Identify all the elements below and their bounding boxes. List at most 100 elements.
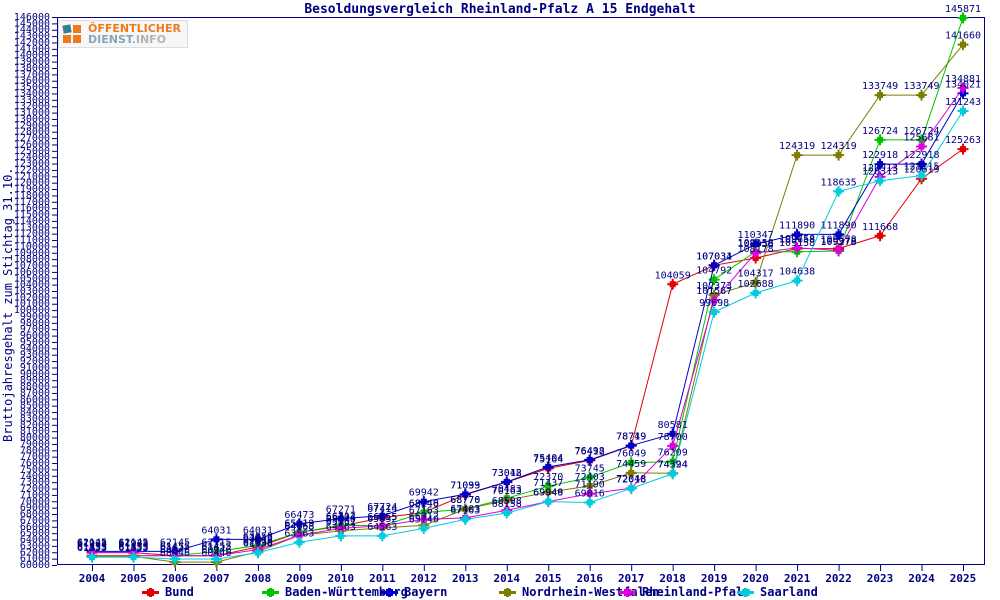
y-tick-label: 75000	[20, 464, 50, 475]
point-label: 62098	[243, 538, 273, 549]
point-label: 124319	[821, 141, 857, 152]
y-tick-label: 73000	[20, 477, 50, 488]
point-label: 75404	[533, 453, 563, 464]
series-Nordrhein-Westfalen	[86, 39, 969, 568]
y-tick-label: 115000	[14, 210, 50, 221]
data-point	[960, 14, 966, 21]
point-label: 66212	[326, 511, 356, 522]
y-tick-label: 143000	[14, 31, 50, 42]
x-tick-label: 2008	[245, 572, 272, 585]
y-tick-label: 83000	[20, 413, 50, 424]
data-point	[711, 297, 718, 304]
point-label: 74394	[658, 459, 688, 470]
site-logo[interactable]: ÖFFENTLICHER DIENST.INFO	[58, 20, 188, 48]
x-tick-label: 2013	[452, 572, 479, 585]
legend-marker-icon	[499, 586, 516, 599]
data-point	[586, 499, 593, 506]
point-label: 72048	[616, 474, 646, 485]
point-label: 109278	[821, 237, 857, 248]
y-tick-label: 80000	[20, 433, 50, 444]
logo-line2: DIENST.INFO	[88, 33, 167, 46]
point-label: 61933	[77, 539, 107, 550]
legend-marker-icon	[737, 586, 754, 599]
point-label: 62145	[160, 537, 190, 548]
data-point	[586, 474, 593, 481]
y-tick-label: 91000	[20, 362, 50, 373]
legend-marker-icon	[142, 586, 159, 599]
y-tick-label: 146000	[14, 12, 50, 23]
point-label: 61233	[118, 543, 148, 554]
point-label: 120913	[862, 163, 898, 174]
point-label: 122918	[862, 150, 898, 161]
y-tick-label: 78000	[20, 445, 50, 456]
data-point	[213, 555, 220, 562]
point-label: 133749	[903, 81, 939, 92]
legend-item-bund: Bund	[142, 585, 194, 599]
y-tick-label: 112000	[14, 229, 50, 240]
logo-line1: ÖFFENTLICHER	[88, 22, 181, 35]
point-label: 74324	[658, 460, 688, 471]
y-tick-label: 129000	[14, 120, 50, 131]
y-tick-label: 74000	[20, 471, 50, 482]
data-point	[130, 554, 137, 561]
x-tick-label: 2005	[120, 572, 147, 585]
point-labels: 61455 61455 61455 61455 62843 65113 66104 67414…	[77, 4, 981, 559]
point-label: 68598	[492, 496, 522, 507]
point-label: 102373	[696, 281, 732, 292]
y-axis: 6000061000620006300064000650006600067000…	[14, 12, 57, 571]
point-label: 67724	[367, 502, 397, 513]
point-label: 72370	[533, 472, 563, 483]
point-label: 109658	[779, 235, 815, 246]
point-label: 60446	[201, 548, 231, 559]
y-tick-label: 87000	[20, 388, 50, 399]
point-label: 78700	[658, 432, 688, 443]
point-label: 65119	[284, 518, 314, 529]
x-tick-label: 2006	[162, 572, 189, 585]
y-tick-label: 76000	[20, 458, 50, 469]
y-tick-label: 133000	[14, 95, 50, 106]
point-label: 62843	[243, 533, 273, 544]
y-tick-label: 135000	[14, 82, 50, 93]
y-tick-label: 138000	[14, 63, 50, 74]
point-label: 71099	[450, 480, 480, 491]
point-label: 69949	[533, 488, 563, 499]
data-point	[835, 188, 842, 195]
point-label: 78749	[616, 432, 646, 443]
point-label: 122918	[903, 150, 939, 161]
y-tick-label: 72000	[20, 484, 50, 495]
x-tick-label: 2023	[867, 572, 894, 585]
point-label: 76498	[575, 446, 605, 457]
point-label: 104638	[779, 267, 815, 278]
data-point	[711, 309, 718, 316]
series-Bund	[86, 143, 969, 562]
legend-item-rheinland-pfalz: Rheinland-Pfalz	[619, 585, 750, 599]
point-label: 73048	[492, 468, 522, 479]
y-tick-label: 99000	[20, 311, 50, 322]
point-label: 104317	[738, 269, 774, 280]
y-tick-label: 123000	[14, 159, 50, 170]
series-line	[92, 93, 964, 552]
y-tick-label: 142000	[14, 37, 50, 48]
x-tick-label: 2024	[908, 572, 935, 585]
series-line	[92, 148, 964, 557]
point-label: 126724	[862, 126, 898, 137]
y-tick-label: 121000	[14, 171, 50, 182]
point-label: 62115	[201, 538, 231, 549]
point-label: 68776	[450, 495, 480, 506]
point-label: 108178	[738, 244, 774, 255]
point-label: 76412	[575, 446, 605, 457]
y-tick-label: 63000	[20, 541, 50, 552]
point-label: 102688	[738, 279, 774, 290]
data-point	[503, 478, 510, 485]
data-point	[462, 506, 469, 513]
point-label: 70483	[492, 484, 522, 495]
data-point	[752, 241, 759, 248]
data-point	[254, 536, 261, 543]
point-label: 68158	[492, 499, 522, 510]
point-label: 60946	[160, 545, 190, 556]
data-point	[462, 491, 469, 498]
y-tick-label: 118000	[14, 190, 50, 201]
point-label: 60946	[201, 545, 231, 556]
legend-label: Bund	[165, 585, 194, 599]
